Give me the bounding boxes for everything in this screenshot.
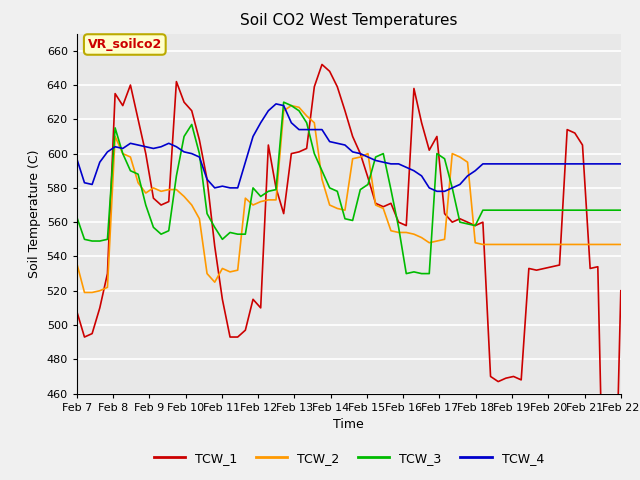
TCW_2 [395,229,403,235]
TCW_2 [157,189,165,194]
TCW_4 [426,185,433,191]
Line: TCW_1: TCW_1 [77,64,621,480]
TCW_4 [387,161,395,167]
TCW_4 [272,101,280,107]
TCW_3 [617,207,625,213]
TCW_1 [387,201,395,206]
TCW_2 [287,103,295,108]
TCW_3 [387,187,395,192]
TCW_3 [280,99,287,105]
TCW_2 [264,197,272,203]
TCW_4 [257,120,264,126]
Line: TCW_3: TCW_3 [77,102,621,274]
TCW_1 [257,305,264,311]
TCW_2 [456,154,464,160]
TCW_4 [586,161,594,167]
Text: VR_soilco2: VR_soilco2 [88,38,162,51]
TCW_1 [449,219,456,225]
TCW_3 [257,193,264,199]
Y-axis label: Soil Temperature (C): Soil Temperature (C) [28,149,41,278]
TCW_2 [617,241,625,247]
TCW_1 [150,195,157,201]
TCW_3 [433,151,441,156]
Legend: TCW_1, TCW_2, TCW_3, TCW_4: TCW_1, TCW_2, TCW_3, TCW_4 [148,447,549,469]
TCW_3 [586,207,594,213]
TCW_1 [617,288,625,294]
TCW_4 [456,181,464,187]
TCW_3 [73,214,81,220]
TCW_4 [617,161,625,167]
TCW_4 [73,156,81,162]
TCW_3 [150,225,157,230]
TCW_4 [433,189,441,194]
TCW_1 [318,61,326,67]
TCW_2 [433,238,441,244]
TCW_1 [426,147,433,153]
TCW_3 [456,219,464,225]
Line: TCW_4: TCW_4 [77,104,621,192]
TCW_4 [150,145,157,151]
Title: Soil CO2 West Temperatures: Soil CO2 West Temperatures [240,13,458,28]
TCW_2 [73,261,81,266]
TCW_1 [73,309,81,314]
TCW_3 [403,271,410,276]
TCW_1 [579,142,586,148]
TCW_2 [586,241,594,247]
X-axis label: Time: Time [333,418,364,431]
TCW_2 [81,289,88,295]
Line: TCW_2: TCW_2 [77,106,621,292]
